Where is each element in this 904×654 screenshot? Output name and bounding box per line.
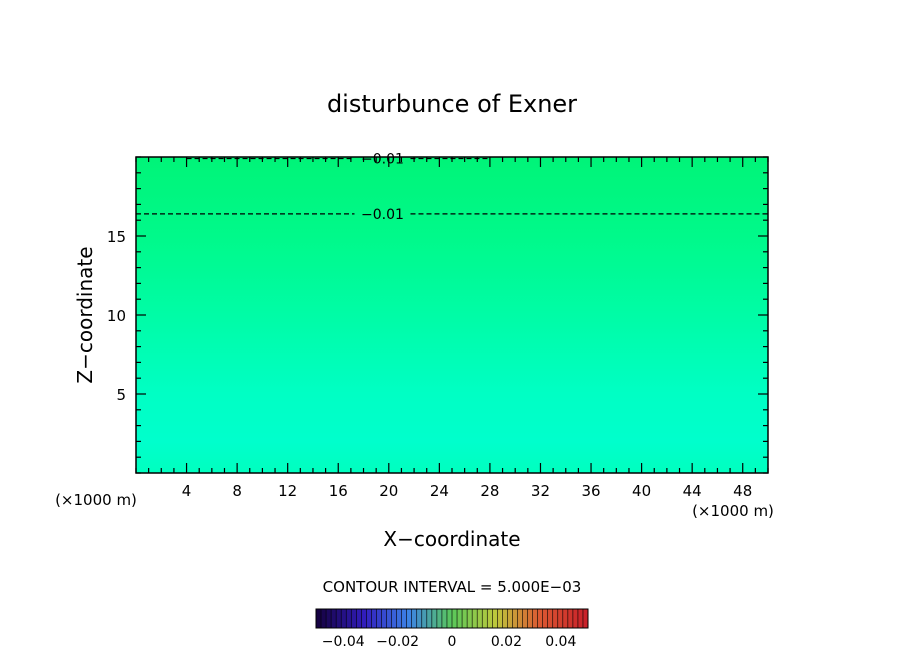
colorbar-cell <box>542 609 549 628</box>
colorbar-cell <box>577 609 584 628</box>
chart-title: disturbunce of Exner <box>327 90 577 118</box>
colorbar-cell <box>452 609 458 628</box>
colorbar-cell <box>497 609 503 628</box>
y-tick-labels: 5 10 15 <box>107 228 126 404</box>
colorbar-cell <box>567 609 574 628</box>
y-tick-label: 10 <box>107 307 126 325</box>
colorbar-cell <box>436 609 443 628</box>
x-tick-label: 44 <box>683 482 702 500</box>
x-tick-label: 40 <box>632 482 651 500</box>
contour-interval-text: CONTOUR INTERVAL = 5.000E−03 <box>323 578 582 596</box>
colorbar-cell <box>361 609 367 628</box>
colorbar-cell <box>406 609 413 628</box>
colorbar-tick-label: 0.04 <box>545 634 576 650</box>
x-unit-left: (×1000 m) <box>55 491 137 509</box>
colorbar-cell <box>326 609 332 628</box>
colorbar-tick-label: 0 <box>448 634 457 650</box>
colorbar-cell <box>572 609 579 628</box>
colorbar-tick-label: −0.04 <box>322 634 365 650</box>
colorbar <box>315 608 589 629</box>
colorbar-tick-label: −0.02 <box>376 634 419 650</box>
x-tick-label: 20 <box>379 482 398 500</box>
colorbar-cell <box>582 609 589 628</box>
colorbar-cell <box>336 609 342 628</box>
colorbar-cell <box>411 609 418 628</box>
colorbar-cell <box>376 609 382 628</box>
colorbar-tick-label: 0.02 <box>491 634 522 650</box>
colorbar-cell <box>532 609 538 628</box>
contour-label: −0.01 <box>361 152 404 168</box>
colorbar-cell <box>416 609 423 628</box>
x-tick-label: 12 <box>278 482 297 500</box>
colorbar-tick-labels: −0.04 −0.02 0 0.02 0.04 <box>322 634 577 650</box>
colorbar-cell <box>321 609 327 628</box>
colorbar-cell <box>502 609 508 628</box>
x-tick-label: 24 <box>430 482 449 500</box>
x-axis-label: X−coordinate <box>383 527 520 551</box>
x-tick-label: 48 <box>733 482 752 500</box>
colorbar-cell <box>431 609 438 628</box>
colorbar-cell <box>441 609 448 628</box>
y-tick-label: 5 <box>116 386 126 404</box>
contour-label: −0.01 <box>361 207 404 223</box>
colorbar-cell <box>341 609 347 628</box>
y-tick-label: 15 <box>107 228 126 246</box>
colorbar-cell <box>487 609 493 628</box>
x-tick-labels: 4 8 12 16 20 24 28 32 36 40 44 48 <box>182 482 752 500</box>
colorbar-cell <box>396 609 402 628</box>
colorbar-cell <box>512 609 518 628</box>
colorbar-cell <box>421 609 428 628</box>
colorbar-cell <box>366 609 372 628</box>
x-tick-label: 4 <box>182 482 192 500</box>
colorbar-cell <box>482 609 488 628</box>
colorbar-cell <box>507 609 513 628</box>
colorbar-cell <box>537 609 543 628</box>
colorbar-frame <box>315 608 589 629</box>
colorbar-cell <box>472 609 478 628</box>
x-unit-right: (×1000 m) <box>692 502 774 520</box>
colorbar-cell <box>552 609 559 628</box>
x-tick-label: 32 <box>531 482 550 500</box>
colorbar-cell <box>446 609 453 628</box>
colorbar-cell <box>371 609 377 628</box>
colorbar-cell <box>492 609 498 628</box>
y-axis-label: Z−coordinate <box>73 246 97 383</box>
colorbar-cell <box>401 609 407 628</box>
colorbar-cell <box>356 609 362 628</box>
colorbar-cell <box>557 609 564 628</box>
colorbar-cell <box>386 609 392 628</box>
colorbar-cell <box>351 609 357 628</box>
colorbar-cell <box>477 609 483 628</box>
colorbar-cell <box>467 609 473 628</box>
colorbar-cell <box>346 609 352 628</box>
colorbar-cell <box>391 609 397 628</box>
colorbar-cell <box>457 609 463 628</box>
axis-ticks <box>135 156 769 474</box>
colorbar-cell <box>462 609 468 628</box>
colorbar-cell <box>426 609 433 628</box>
colorbar-cell <box>517 609 523 628</box>
x-tick-label: 8 <box>232 482 242 500</box>
colorbar-cell <box>316 609 322 628</box>
plot-area: −0.01 −0.01 <box>135 152 769 474</box>
colorbar-cell <box>547 609 554 628</box>
x-tick-label: 28 <box>480 482 499 500</box>
x-tick-label: 36 <box>581 482 600 500</box>
exner-field <box>136 157 768 473</box>
colorbar-cell <box>331 609 337 628</box>
colorbar-cell <box>381 609 387 628</box>
x-tick-label: 16 <box>329 482 348 500</box>
colorbar-cell <box>562 609 569 628</box>
colorbar-cell <box>527 609 533 628</box>
colorbar-cell <box>522 609 528 628</box>
